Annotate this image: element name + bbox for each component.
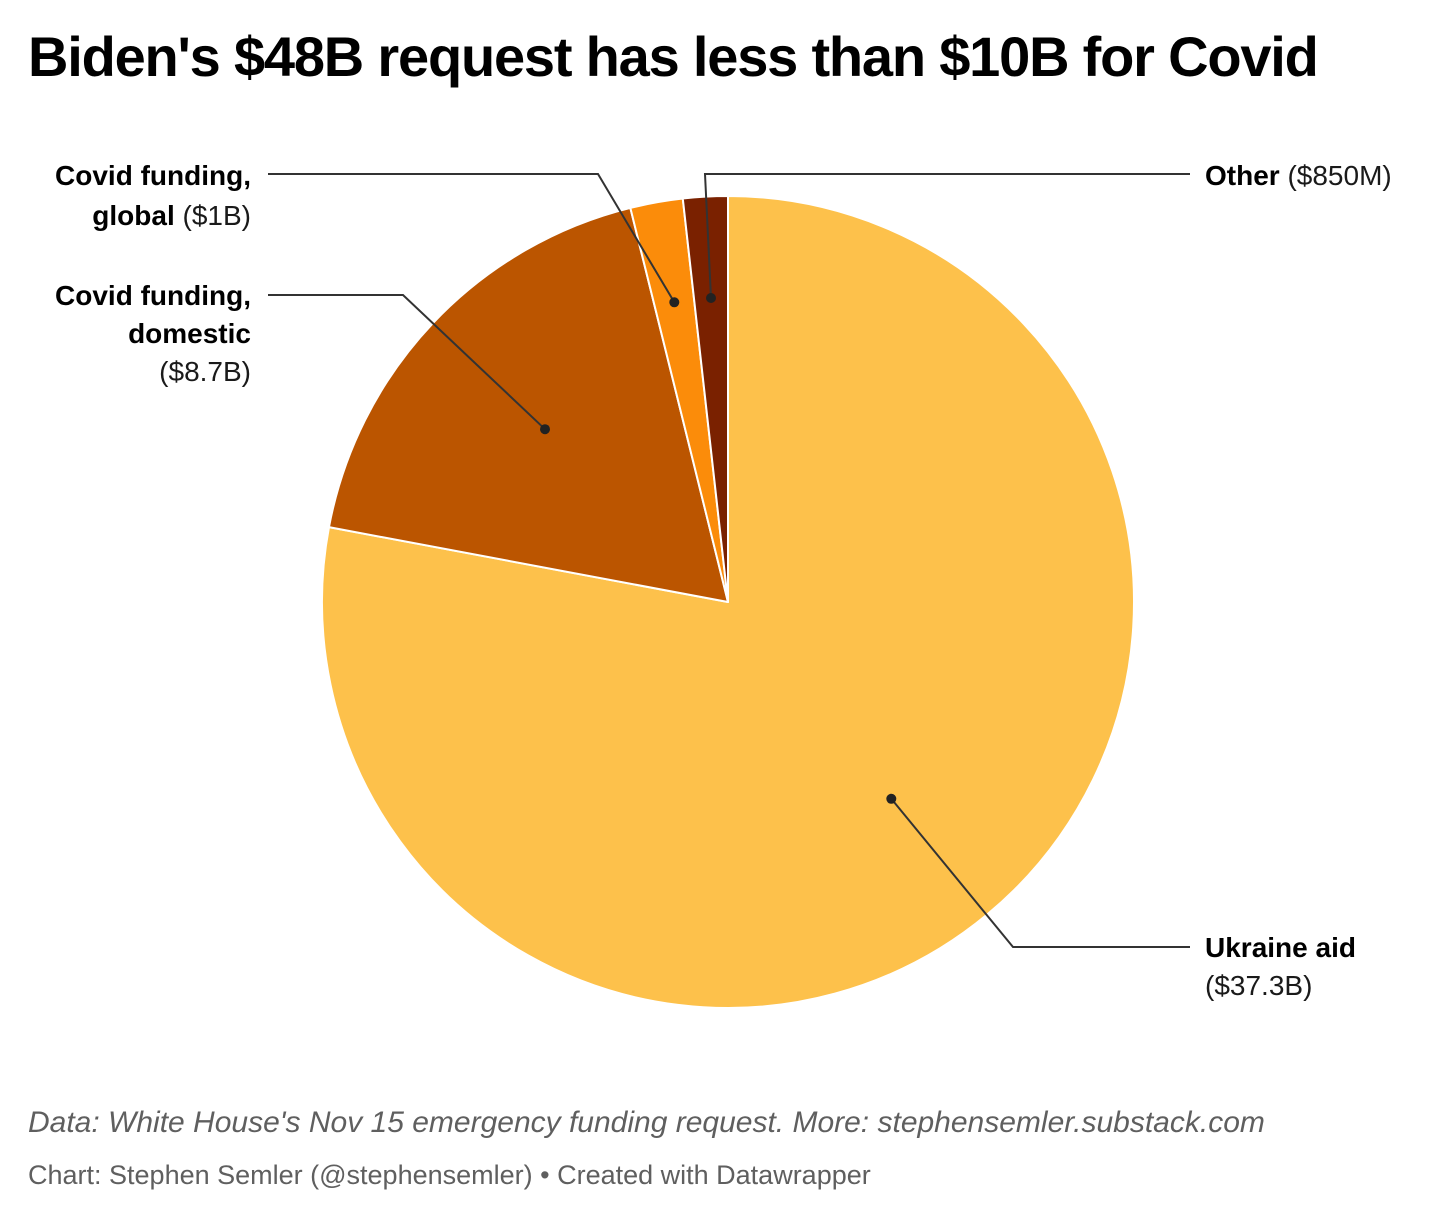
pie-slices bbox=[321, 195, 1135, 1009]
leader-line-ukraine-aid bbox=[890, 798, 1190, 948]
leader-dot-covid-funding-domestic bbox=[540, 424, 550, 435]
footer-source-note: Data: White House's Nov 15 emergency fun… bbox=[28, 1106, 1265, 1139]
slice-label-ukraine-aid: Ukraine aid ($37.3B) bbox=[1205, 932, 1356, 1001]
leader-line-covid-funding-global bbox=[268, 173, 676, 303]
slice-label-name: Other bbox=[1205, 160, 1280, 191]
leader-line-other bbox=[703, 173, 1190, 299]
slice-label-name: domestic bbox=[128, 318, 251, 349]
chart-title: Biden's $48B request has less than $10B … bbox=[28, 25, 1319, 88]
slice-label-other: Other ($850M) bbox=[1205, 160, 1392, 191]
slice-label-value: ($8.7B) bbox=[159, 356, 251, 387]
slice-label-name: Covid funding, bbox=[55, 160, 251, 191]
leader-dot-other bbox=[706, 293, 716, 303]
label-leader-lines bbox=[268, 173, 1190, 948]
slice-label-name: Covid funding, bbox=[55, 280, 251, 311]
slice-label-value: ($850M) bbox=[1280, 160, 1392, 191]
slice-label-name: Ukraine aid bbox=[1205, 932, 1356, 963]
leader-line-covid-funding-domestic bbox=[268, 294, 546, 430]
slice-label-covid-funding-global: Covid funding, global ($1B) bbox=[55, 160, 251, 231]
footer-credit: Chart: Stephen Semler (@stephensemler) •… bbox=[28, 1160, 871, 1190]
slice-label-value: ($1B) bbox=[175, 200, 251, 231]
slice-label-value: ($37.3B) bbox=[1205, 970, 1312, 1001]
leader-dot-covid-funding-global bbox=[669, 297, 680, 308]
slice-label-covid-funding-domestic: Covid funding, domestic ($8.7B) bbox=[55, 280, 251, 387]
leader-dot-ukraine-aid bbox=[886, 793, 897, 804]
slice-labels: Ukraine aid ($37.3B) Covid funding, domesti… bbox=[55, 160, 1392, 1001]
slice-label-name: global bbox=[92, 200, 174, 231]
